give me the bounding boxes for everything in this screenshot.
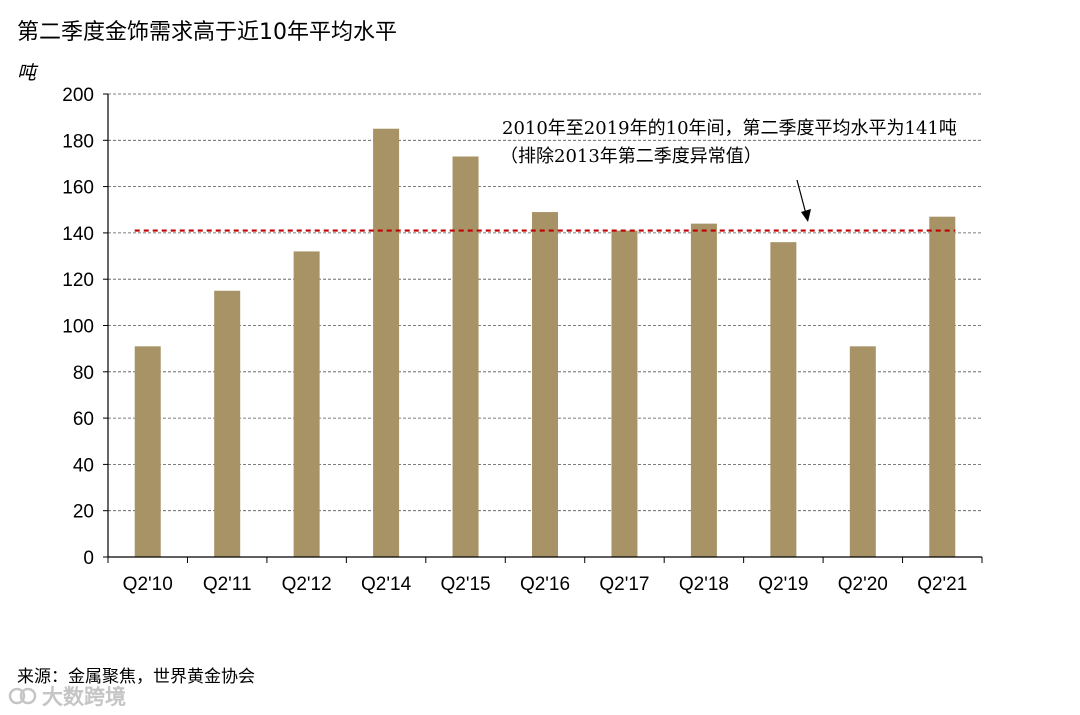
- y-tick-label: 200: [62, 85, 94, 106]
- annotation-arrowhead-icon: [801, 209, 811, 222]
- bar-chart: 0 20 40 60 80 100 120 140 160 180 200 Q2'10 Q2'11 Q2'…: [62, 85, 983, 595]
- watermark-text: 大数跨境: [42, 685, 126, 709]
- x-tick-label: Q2'14: [361, 574, 412, 595]
- x-tick-label: Q2'12: [282, 574, 332, 595]
- x-tick-label: Q2'15: [440, 574, 490, 595]
- y-tick-label: 80: [73, 363, 94, 384]
- bar-q211: [214, 290, 241, 557]
- bars: [134, 128, 956, 558]
- x-tick-label: Q2'19: [758, 574, 808, 595]
- x-tick-label: Q2'16: [520, 574, 570, 595]
- x-tick-label: Q2'20: [838, 574, 888, 595]
- x-tick-label: Q2'11: [203, 574, 252, 595]
- y-tick-label: 160: [62, 178, 94, 199]
- chart-title: 第二季度金饰需求高于近10年平均水平: [17, 20, 397, 45]
- annotation-group: 2010年至2019年的10年间，第二季度平均水平为141吨 （排除2013年第二…: [500, 118, 957, 222]
- bar-q216: [532, 212, 558, 557]
- y-tick-label: 20: [73, 502, 94, 523]
- y-tick-label: 0: [83, 548, 94, 569]
- bar-q210: [134, 346, 161, 557]
- annotation-line-2: （排除2013年第二季度异常值）: [500, 146, 762, 167]
- y-tick-label: 180: [62, 131, 94, 152]
- x-tick-label: Q2'21: [917, 574, 967, 595]
- annotation-line-1: 2010年至2019年的10年间，第二季度平均水平为141吨: [502, 118, 957, 139]
- tick-labels: 0 20 40 60 80 100 120 140 160 180 200 Q2'10 Q2'11 Q2'…: [62, 85, 967, 595]
- bar-q212: [293, 251, 320, 558]
- bar-q220: [849, 346, 876, 557]
- watermark: 大数跨境: [8, 681, 126, 711]
- y-tick-label: 40: [73, 455, 94, 476]
- axes: [103, 93, 983, 563]
- bar-q214: [373, 128, 400, 557]
- watermark-logo-icon: [8, 687, 37, 705]
- bar-q215: [452, 156, 479, 557]
- y-tick-label: 60: [73, 409, 94, 430]
- bar-q221: [929, 216, 956, 557]
- y-tick-label: 120: [62, 270, 94, 291]
- bar-q219: [770, 242, 797, 557]
- y-tick-label: 140: [62, 224, 94, 245]
- x-tick-label: Q2'10: [123, 574, 173, 595]
- annotation-arrow-line: [796, 179, 807, 215]
- bar-q218: [690, 223, 717, 557]
- bar-q217: [611, 230, 638, 557]
- y-axis-unit-label: 吨: [17, 62, 37, 84]
- source-note: 来源：金属聚焦，世界黄金协会: [17, 667, 255, 687]
- x-tick-label: Q2'17: [599, 574, 649, 595]
- y-tick-label: 100: [62, 317, 94, 338]
- x-tick-label: Q2'18: [679, 574, 729, 595]
